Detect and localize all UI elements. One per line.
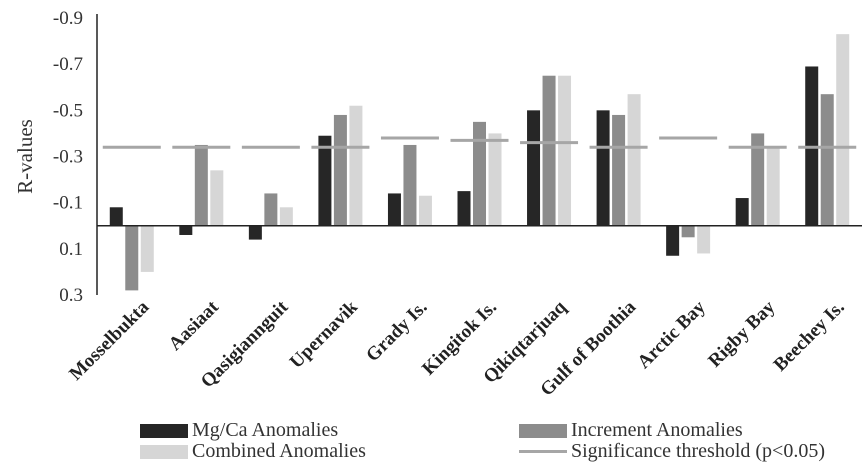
category-label: Rigby Bay [704,296,779,371]
bar-1-2 [264,193,278,226]
bar-2-6 [558,75,572,226]
bar-1-6 [542,75,556,226]
bar-2-7 [627,94,641,226]
y-axis-title: R-values [13,119,37,194]
bar-0-3 [318,135,332,226]
bar-2-10 [836,34,850,226]
bar-0-5 [457,191,471,226]
bar-0-4 [387,193,401,226]
bar-1-8 [681,225,695,238]
category-label: Mosselbukta [65,296,153,384]
bar-2-2 [279,207,293,226]
category-label: Upernavik [286,296,362,372]
bar-1-7 [612,114,626,226]
category-label: Aasiaat [165,296,224,355]
bar-0-7 [596,110,610,226]
bar-1-5 [473,121,486,226]
y-tick-label: -0.9 [53,8,83,29]
category-label: Beechey Is. [770,297,849,376]
bar-marks [109,34,850,291]
bar-2-0 [140,225,154,272]
bar-2-3 [349,105,363,226]
bar-0-8 [666,225,680,256]
y-tick-label: 0.3 [59,285,83,306]
bar-1-4 [403,144,417,226]
y-tick-label: -0.7 [53,54,83,75]
category-label: Arctic Bay [634,296,711,373]
bar-2-4 [418,195,432,226]
significance-threshold-marks [102,136,857,149]
bar-1-9 [751,133,765,226]
bar-0-1 [179,225,193,235]
bar-0-6 [527,110,541,226]
bar-1-3 [333,114,347,226]
y-axis-ticks: -0.9 -0.7 -0.5 -0.3 -0.1 0.1 0.3 [53,8,83,306]
bar-1-1 [194,144,208,226]
y-tick-label: 0.1 [59,239,83,260]
bar-0-0 [109,207,123,226]
y-tick-label: -0.5 [53,100,83,121]
bar-2-8 [697,225,711,254]
x-axis-category-labels: Mosselbukta AasiaatQasigiannguitUpernavik… [65,296,848,400]
bar-1-0 [125,225,139,291]
bar-1-10 [820,94,834,226]
bar-0-2 [248,225,262,240]
bar-2-1 [210,170,224,226]
bar-2-9 [766,147,780,226]
bar-0-9 [735,198,749,226]
bar-2-5 [488,133,502,226]
y-tick-label: -0.1 [53,193,83,214]
y-tick-label: -0.3 [53,147,83,168]
category-label: Grady Is. [362,297,431,366]
